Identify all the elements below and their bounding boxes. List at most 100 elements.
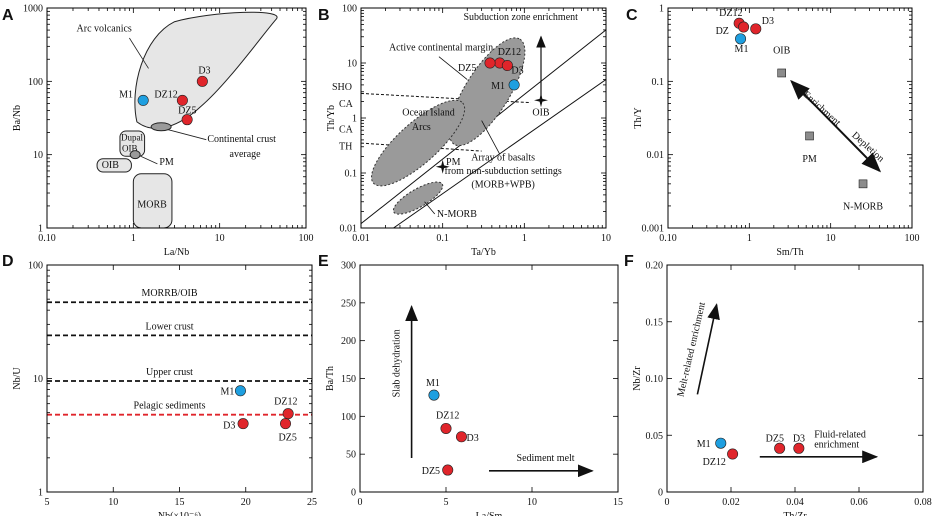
- y-tick-label: 10: [33, 374, 43, 385]
- x-axis-label: Sm/Th: [776, 247, 803, 258]
- pm-label: PM: [446, 157, 461, 168]
- point-label-d3: D3: [466, 433, 478, 444]
- oib-star: [534, 93, 549, 108]
- pm-leader: [140, 155, 158, 165]
- data-point-dz12: [282, 408, 294, 420]
- y-tick-label: 200: [341, 336, 356, 347]
- morb-label: MORB: [137, 200, 167, 211]
- panel-f: 0 0.02 0.04 0.06 0.08 0 0.05 0.10 0.15 0.20 Th/Zr N…: [632, 261, 932, 516]
- point-label-dz5: DZ5: [422, 466, 440, 477]
- x-tick-label: 100: [299, 233, 314, 244]
- data-point-d3: [501, 60, 513, 72]
- crust-average-label: average: [230, 149, 262, 160]
- arc-volcanics-label: Arc volcanics: [77, 23, 132, 34]
- point-label-d3: D3: [762, 16, 774, 27]
- ca-label-upper: CA: [339, 99, 354, 110]
- y-tick-label: 0: [351, 488, 356, 499]
- x-tick-label: 0.1: [436, 233, 449, 244]
- dupal-label: Dupal: [121, 133, 143, 143]
- continental-crust-label: Continental crust: [207, 134, 276, 145]
- point-label-dz5: DZ5: [458, 63, 476, 74]
- y-tick-label: 0.10: [646, 374, 664, 385]
- data-point-dz12: [440, 422, 452, 434]
- array-label-1: Array of basalts: [471, 152, 535, 163]
- reference-n-morb: [858, 179, 868, 189]
- reference-line-label-0: MORRB/OIB: [141, 288, 197, 299]
- y-tick-label: 150: [341, 374, 356, 385]
- panel-letter-d: D: [2, 253, 14, 270]
- y-tick-label: 0.1: [652, 77, 665, 88]
- point-label-m1: M1: [220, 387, 234, 398]
- enrichment-depletion-arrow: [790, 79, 882, 173]
- n-morb-label: N-MORB: [437, 209, 477, 220]
- panel-d: MORRB/OIB Lower crust Upper crust Pelagic s…: [12, 261, 317, 516]
- sho-label: SHO: [332, 82, 352, 93]
- fluid-label: Fluid-related: [814, 430, 866, 441]
- reference-line-label-3: Pelagic sediments: [134, 401, 206, 412]
- data-point-d3: [196, 75, 208, 87]
- panel-letter-c: C: [626, 7, 638, 24]
- data-point-dz5: [774, 442, 786, 454]
- x-tick-label: 10: [527, 497, 537, 508]
- x-tick-label: 0.01: [352, 233, 370, 244]
- x-tick-label: 10: [215, 233, 225, 244]
- ca-label-lower: CA: [339, 124, 354, 135]
- array-label-3: (MORB+WPB): [471, 179, 534, 190]
- y-tick-label: 0.20: [646, 261, 664, 272]
- plot-frame: [46, 7, 307, 229]
- panel-letter-f: F: [624, 253, 634, 270]
- ocean-arc-field: [371, 99, 466, 187]
- x-tick-label: 25: [307, 497, 317, 508]
- data-point-d3: [750, 23, 762, 35]
- point-label-dz12: DZ12: [154, 89, 177, 100]
- point-label-dz12: DZ12: [703, 457, 726, 468]
- pm-marker: [129, 150, 141, 160]
- x-tick-label: 5: [444, 497, 449, 508]
- pm-label: PM: [159, 157, 174, 168]
- panel-letter-b: B: [318, 7, 330, 24]
- y-tick-label: 10: [33, 150, 43, 161]
- reference-oib: [777, 68, 786, 78]
- x-tick-label: 0.08: [914, 497, 932, 508]
- point-label-m1: M1: [426, 378, 440, 389]
- x-tick-label: 0: [358, 497, 363, 508]
- panel-letter-a: A: [2, 7, 14, 24]
- y-tick-label: 0.15: [646, 317, 664, 328]
- plot-frame: [667, 7, 913, 229]
- y-axis-label: Nb/Zr: [632, 366, 643, 391]
- data-point-m1: [234, 385, 246, 397]
- point-label-d3: D3: [198, 65, 210, 76]
- y-tick-label: 1: [38, 224, 43, 235]
- arc-volcanics-field: [134, 11, 278, 129]
- x-tick-label: 0.06: [850, 497, 868, 508]
- enrichment-label: Enrichment: [800, 89, 842, 129]
- panel-b: Subduction zone enrichment Active contine…: [326, 4, 611, 259]
- slab-dehydration-label: Slab dehydration: [392, 329, 403, 397]
- data-point-m1: [715, 437, 727, 449]
- x-tick-label: 15: [175, 497, 185, 508]
- y-tick-label: 1: [659, 4, 664, 15]
- data-point-dz12: [727, 448, 739, 460]
- y-tick-label: 1: [38, 488, 43, 499]
- y-tick-label: 250: [341, 298, 356, 309]
- x-axis-label: Nb(×10⁻⁶): [158, 511, 201, 516]
- x-tick-label: 0.04: [786, 497, 804, 508]
- dupal-oib-label: OIB: [122, 144, 138, 154]
- point-label-dz12: DZ12: [436, 410, 459, 421]
- y-axis-label: Th/Y: [633, 107, 644, 128]
- y-tick-label: 0.01: [647, 150, 665, 161]
- pm-star: [435, 159, 450, 174]
- x-tick-label: 0: [665, 497, 670, 508]
- y-tick-label: 0: [658, 488, 663, 499]
- point-label-dz5: DZ5: [279, 433, 297, 444]
- data-point-dz12: [176, 94, 188, 106]
- x-tick-label: 10: [826, 233, 836, 244]
- x-tick-label: 0.10: [38, 233, 56, 244]
- data-point-dz: [738, 21, 750, 33]
- y-tick-label: 50: [346, 450, 356, 461]
- subduction-label: Subduction zone enrichment: [464, 12, 579, 23]
- enrichment-label: enrichment: [814, 440, 859, 451]
- x-axis-label: La/Sm: [476, 511, 503, 516]
- ocean-island-label: Ocean Island: [402, 108, 454, 119]
- x-tick-label: 0.10: [659, 233, 677, 244]
